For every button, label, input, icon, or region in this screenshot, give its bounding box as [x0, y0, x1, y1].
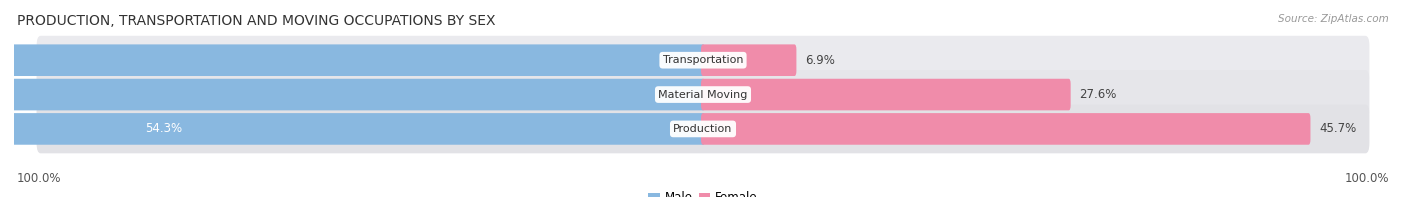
FancyBboxPatch shape: [0, 44, 704, 76]
Text: Source: ZipAtlas.com: Source: ZipAtlas.com: [1278, 14, 1389, 24]
Text: 6.9%: 6.9%: [806, 54, 835, 67]
Legend: Male, Female: Male, Female: [644, 187, 762, 197]
FancyBboxPatch shape: [37, 105, 1369, 153]
Text: 100.0%: 100.0%: [1344, 172, 1389, 185]
FancyBboxPatch shape: [37, 70, 1369, 119]
Text: 72.4%: 72.4%: [0, 88, 3, 101]
Text: 54.3%: 54.3%: [145, 122, 181, 135]
FancyBboxPatch shape: [702, 44, 796, 76]
FancyBboxPatch shape: [0, 113, 704, 145]
Text: 45.7%: 45.7%: [1319, 122, 1357, 135]
Text: PRODUCTION, TRANSPORTATION AND MOVING OCCUPATIONS BY SEX: PRODUCTION, TRANSPORTATION AND MOVING OC…: [17, 14, 495, 28]
Text: 27.6%: 27.6%: [1080, 88, 1116, 101]
FancyBboxPatch shape: [0, 79, 704, 110]
FancyBboxPatch shape: [702, 113, 1310, 145]
Text: Transportation: Transportation: [662, 55, 744, 65]
Text: Material Moving: Material Moving: [658, 90, 748, 99]
Text: Production: Production: [673, 124, 733, 134]
FancyBboxPatch shape: [702, 79, 1070, 110]
Text: 100.0%: 100.0%: [17, 172, 62, 185]
FancyBboxPatch shape: [37, 36, 1369, 85]
